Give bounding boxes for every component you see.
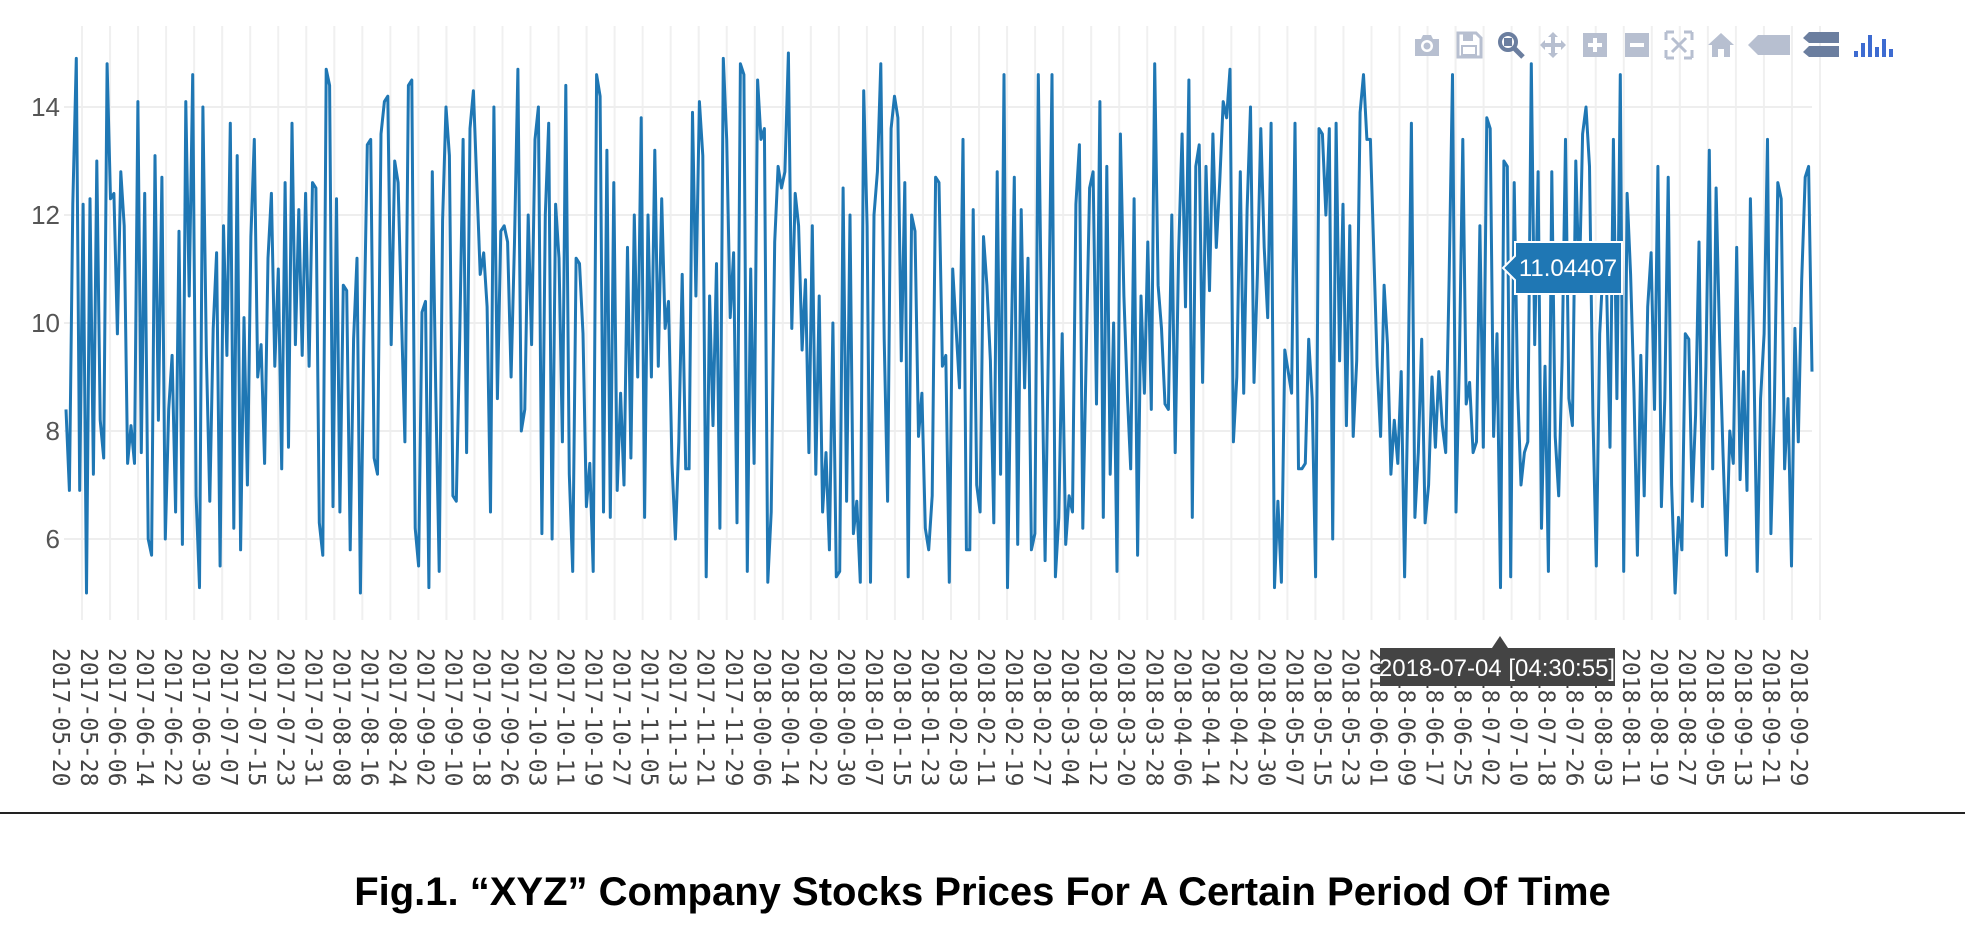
x-tick-label: 2017-05-28 — [75, 648, 101, 786]
zoom-icon[interactable] — [1492, 26, 1530, 64]
x-tick-label: 2017-06-06 — [103, 648, 129, 786]
x-tick-label: 2018-01-15 — [888, 648, 914, 786]
x-tick-label: 2017-09-18 — [467, 648, 493, 786]
x-tick-label: 2017-11-21 — [692, 648, 718, 786]
x-tick-label: 2018-03-28 — [1140, 648, 1166, 786]
x-tick-label: 2018-02-19 — [1000, 648, 1026, 786]
plotly-logo-icon[interactable] — [1848, 26, 1898, 64]
x-tick-label: 2017-07-23 — [271, 648, 297, 786]
x-tick-label: 2017-09-10 — [439, 648, 465, 786]
x-tick-label: 2017-06-22 — [159, 648, 185, 786]
x-tick-label: 2018-09-13 — [1729, 648, 1755, 786]
figure-divider — [0, 812, 1965, 814]
x-tick-label: 2017-11-05 — [636, 648, 662, 786]
series-line[interactable] — [64, 51, 1814, 595]
pan-icon[interactable] — [1534, 26, 1572, 64]
x-tick-label: 2018-09-05 — [1701, 648, 1727, 786]
x-tick-label: 2018-05-07 — [1280, 648, 1306, 786]
x-tick-label: 2017-11-29 — [720, 648, 746, 786]
x-tick-label: 2017-08-24 — [383, 648, 409, 786]
hover-tooltip: 11.04407 2018-07-04 [04:30:55] — [1379, 241, 1623, 686]
x-tick-label: 2017-07-15 — [243, 648, 269, 786]
x-tick-label: 2018-00-14 — [776, 648, 802, 786]
x-tick-label: 2018-00-30 — [832, 648, 858, 786]
x-tick-label: 2017-08-08 — [327, 648, 353, 786]
figure-caption: Fig.1. “XYZ” Company Stocks Prices For A… — [354, 870, 1611, 914]
x-tick-label: 2018-03-12 — [1084, 648, 1110, 786]
x-tick-label: 2017-11-13 — [664, 648, 690, 786]
x-tick-label: 2018-09-21 — [1757, 648, 1783, 786]
y-tick-label: 6 — [46, 524, 60, 554]
x-tick-label: 2018-04-22 — [1224, 648, 1250, 786]
y-tick-label: 8 — [46, 416, 60, 446]
x-tick-label: 2017-09-02 — [411, 648, 437, 786]
x-tick-label: 2017-07-07 — [215, 648, 241, 786]
x-tick-label: 2018-00-22 — [804, 648, 830, 786]
x-tick-label: 2018-05-15 — [1308, 648, 1334, 786]
zoom-in-icon[interactable] — [1576, 26, 1614, 64]
hover-x-label: 2018-07-04 [04:30:55] — [1379, 655, 1615, 682]
x-tick-label: 2017-09-26 — [496, 648, 522, 786]
autoscale-icon[interactable] — [1660, 26, 1698, 64]
hover-compare-icon[interactable] — [1798, 26, 1844, 64]
x-tick-label: 2018-04-06 — [1168, 648, 1194, 786]
y-axis: 6 8 10 12 14 — [31, 92, 60, 554]
x-tick-label: 2017-10-19 — [580, 648, 606, 786]
x-tick-label: 2017-10-03 — [524, 648, 550, 786]
x-tick-label: 2018-05-23 — [1336, 648, 1362, 786]
x-tick-label: 2018-04-14 — [1196, 648, 1222, 786]
x-tick-label: 2017-05-20 — [47, 648, 73, 786]
x-tick-label: 2018-08-19 — [1645, 648, 1671, 786]
x-tick-label: 2017-06-30 — [187, 648, 213, 786]
x-tick-label: 2017-06-14 — [131, 648, 157, 786]
modebar — [1408, 24, 1902, 66]
camera-icon[interactable] — [1408, 26, 1446, 64]
x-tick-label: 2018-00-06 — [748, 648, 774, 786]
zoom-out-icon[interactable] — [1618, 26, 1656, 64]
x-tick-label: 2018-04-30 — [1252, 648, 1278, 786]
x-axis: 2017-05-20 2017-05-28 2017-06-06 2017-06-14… — [47, 648, 1811, 786]
x-tick-label: 2018-08-27 — [1673, 648, 1699, 786]
x-tick-label: 2017-08-16 — [355, 648, 381, 786]
reset-axes-icon[interactable] — [1702, 26, 1740, 64]
hover-closest-icon[interactable] — [1744, 26, 1794, 64]
x-tick-label: 2018-01-07 — [860, 648, 886, 786]
x-tick-label: 2018-01-23 — [916, 648, 942, 786]
x-tick-label: 2018-02-03 — [944, 648, 970, 786]
x-tick-label: 2018-08-11 — [1617, 648, 1643, 786]
x-tick-label: 2017-07-31 — [299, 648, 325, 786]
save-icon[interactable] — [1450, 26, 1488, 64]
x-tick-label: 2017-10-11 — [552, 648, 578, 786]
y-tick-label: 12 — [31, 200, 60, 230]
x-tick-label: 2018-09-29 — [1785, 648, 1811, 786]
hover-value-label: 11.04407 — [1519, 255, 1617, 282]
x-tick-label: 2018-03-20 — [1112, 648, 1138, 786]
x-tick-label: 2018-03-04 — [1056, 648, 1082, 786]
x-tick-label: 2017-10-27 — [608, 648, 634, 786]
y-tick-label: 10 — [31, 308, 60, 338]
x-tick-label: 2018-02-27 — [1028, 648, 1054, 786]
y-tick-label: 14 — [31, 92, 60, 122]
x-tick-label: 2018-02-11 — [972, 648, 998, 786]
